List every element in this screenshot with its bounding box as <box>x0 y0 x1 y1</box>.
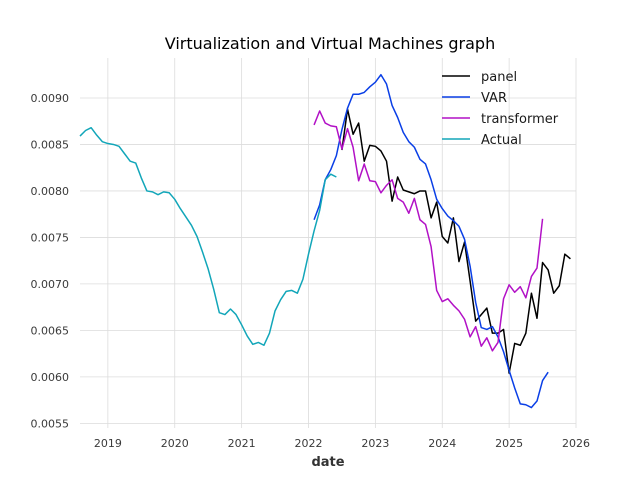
x-tick-label: 2024 <box>428 437 456 450</box>
y-tick-label: 0.0085 <box>31 138 70 151</box>
x-tick-label: 2023 <box>361 437 389 450</box>
y-tick-label: 0.0055 <box>31 417 70 430</box>
y-tick-label: 0.0080 <box>31 185 70 198</box>
y-tick-label: 0.0075 <box>31 231 70 244</box>
x-grid <box>107 58 577 428</box>
x-tick-label: 2022 <box>294 437 322 450</box>
x-axis-title: date <box>311 455 344 470</box>
y-axis-ticks: 0.0055 0.0060 0.0065 0.0070 0.0075 0.0080 0.00… <box>31 92 70 430</box>
x-tick-label: 2020 <box>161 437 189 450</box>
x-tick-label: 2025 <box>495 437 523 450</box>
y-tick-label: 0.0090 <box>31 92 70 105</box>
y-tick-label: 0.0060 <box>31 371 70 384</box>
x-axis-ticks: 2019 2020 2021 2022 2023 2024 2025 2026 <box>94 437 590 450</box>
y-grid <box>80 97 576 424</box>
legend-label: Actual <box>481 133 522 148</box>
x-tick-label: 2019 <box>94 437 122 450</box>
legend-label: transformer <box>481 112 559 127</box>
series-layer <box>79 73 571 409</box>
y-tick-label: 0.0065 <box>31 324 70 337</box>
series-line-transformer <box>313 110 544 352</box>
legend-label: VAR <box>481 91 507 106</box>
x-tick-label: 2021 <box>228 437 256 450</box>
chart-title: Virtualization and Virtual Machines grap… <box>165 34 495 53</box>
series-line-panel <box>341 108 571 374</box>
series-line-var <box>313 73 549 409</box>
legend: panel VAR transformer Actual <box>442 70 559 148</box>
x-tick-label: 2026 <box>562 437 590 450</box>
y-tick-label: 0.0070 <box>31 278 70 291</box>
legend-label: panel <box>481 70 517 85</box>
series-line-actual <box>79 126 337 347</box>
